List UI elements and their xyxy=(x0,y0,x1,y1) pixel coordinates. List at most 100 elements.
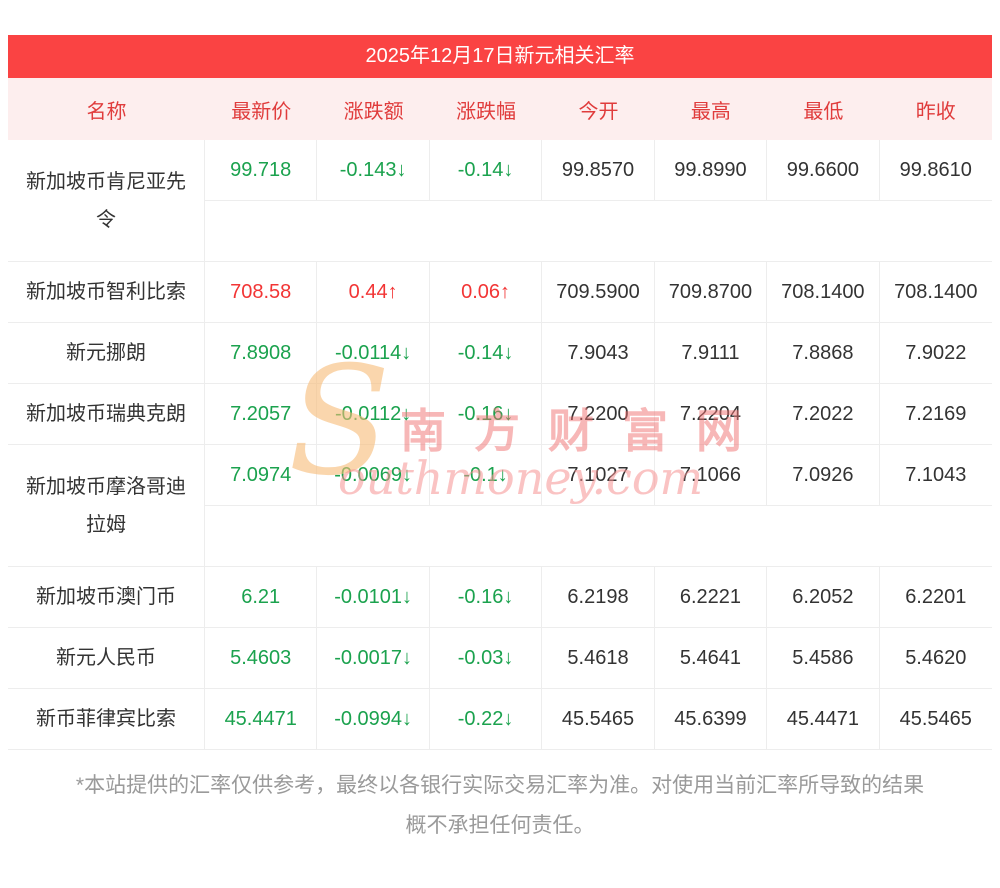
name-cell: 新加坡币澳门币 xyxy=(8,567,205,628)
low-cell: 5.4586 xyxy=(767,628,880,689)
name-cell: 新加坡币瑞典克朗 xyxy=(8,384,205,445)
table-row: 新元挪朗 7.8908 -0.0114↓ -0.14↓ 7.9043 7.911… xyxy=(8,323,992,384)
empty-cell xyxy=(317,201,430,262)
change-amount-cell: -0.0069↓ xyxy=(317,445,430,506)
empty-cell xyxy=(879,506,992,567)
table-row: 新加坡币瑞典克朗 7.2057 -0.0112↓ -0.16↓ 7.2200 7… xyxy=(8,384,992,445)
change-amount-cell: -0.0101↓ xyxy=(317,567,430,628)
disclaimer: *本站提供的汇率仅供参考，最终以各银行实际交易汇率为准。对使用当前汇率所导致的结… xyxy=(0,766,1000,846)
low-cell: 708.1400 xyxy=(767,262,880,323)
prev-close-cell: 5.4620 xyxy=(879,628,992,689)
table-row: 新加坡币肯尼亚先令 99.718 -0.143↓ -0.14↓ 99.8570 … xyxy=(8,140,992,262)
exchange-rate-page: 2025年12月17日新元相关汇率 名称 最新价 涨跌额 涨跌幅 今开 最高 最… xyxy=(0,35,1000,846)
empty-cell xyxy=(654,506,768,567)
change-amount-cell: -0.0994↓ xyxy=(317,689,430,750)
empty-cell xyxy=(542,506,655,567)
table-row: 新币菲律宾比索 45.4471 -0.0994↓ -0.22↓ 45.5465 … xyxy=(8,689,992,750)
high-cell: 7.2204 xyxy=(654,384,768,445)
name-cell: 新加坡币智利比索 xyxy=(8,262,205,323)
high-cell: 7.1066 xyxy=(654,445,768,506)
open-cell: 99.8570 xyxy=(542,140,655,201)
empty-cell xyxy=(205,506,318,567)
empty-cell xyxy=(654,201,768,262)
low-cell: 45.4471 xyxy=(767,689,880,750)
low-cell: 7.2022 xyxy=(767,384,880,445)
low-cell: 7.8868 xyxy=(767,323,880,384)
prev-close-cell: 708.1400 xyxy=(879,262,992,323)
latest-price-cell: 7.8908 xyxy=(205,323,318,384)
page-title: 2025年12月17日新元相关汇率 xyxy=(8,35,992,78)
latest-price-cell: 7.2057 xyxy=(205,384,318,445)
change-amount-cell: 0.44↑ xyxy=(317,262,430,323)
latest-price-cell: 45.4471 xyxy=(205,689,318,750)
name-cell: 新加坡币摩洛哥迪拉姆 xyxy=(8,445,205,567)
col-header-change-percent: 涨跌幅 xyxy=(456,100,517,123)
open-cell: 45.5465 xyxy=(542,689,655,750)
prev-close-cell: 45.5465 xyxy=(879,689,992,750)
open-cell: 7.2200 xyxy=(542,384,655,445)
latest-price-cell: 6.21 xyxy=(205,567,318,628)
col-header-prev-close: 昨收 xyxy=(915,100,956,123)
open-cell: 5.4618 xyxy=(542,628,655,689)
change-amount-cell: -0.0112↓ xyxy=(317,384,430,445)
name-cell: 新元挪朗 xyxy=(8,323,205,384)
disclaimer-line-1: *本站提供的汇率仅供参考，最终以各银行实际交易汇率为准。对使用当前汇率所导致的结… xyxy=(75,774,925,797)
table-header-row: 名称 最新价 涨跌额 涨跌幅 今开 最高 最低 昨收 xyxy=(8,78,992,140)
col-header-latest-price: 最新价 xyxy=(231,100,292,123)
latest-price-cell: 708.58 xyxy=(205,262,318,323)
open-cell: 709.5900 xyxy=(542,262,655,323)
low-cell: 99.6600 xyxy=(767,140,880,201)
name-cell: 新加坡币肯尼亚先令 xyxy=(8,140,205,262)
latest-price-cell: 7.0974 xyxy=(205,445,318,506)
col-header-high: 最高 xyxy=(690,100,731,123)
high-cell: 6.2221 xyxy=(654,567,768,628)
empty-cell xyxy=(429,506,543,567)
prev-close-cell: 7.1043 xyxy=(879,445,992,506)
open-cell: 7.9043 xyxy=(542,323,655,384)
empty-cell xyxy=(767,201,880,262)
high-cell: 99.8990 xyxy=(654,140,768,201)
change-percent-cell: -0.14↓ xyxy=(429,140,543,201)
change-amount-cell: -0.0114↓ xyxy=(317,323,430,384)
change-percent-cell: -0.14↓ xyxy=(429,323,543,384)
change-percent-cell: -0.16↓ xyxy=(429,567,543,628)
col-header-change-amount: 涨跌额 xyxy=(343,100,404,123)
low-cell: 7.0926 xyxy=(767,445,880,506)
prev-close-cell: 6.2201 xyxy=(879,567,992,628)
change-percent-cell: -0.1↓ xyxy=(429,445,543,506)
prev-close-cell: 7.9022 xyxy=(879,323,992,384)
change-percent-cell: -0.16↓ xyxy=(429,384,543,445)
col-header-open: 今开 xyxy=(578,100,619,123)
table-row: 新加坡币摩洛哥迪拉姆 7.0974 -0.0069↓ -0.1↓ 7.1027 … xyxy=(8,445,992,567)
change-amount-cell: -0.143↓ xyxy=(317,140,430,201)
high-cell: 45.6399 xyxy=(654,689,768,750)
col-header-name: 名称 xyxy=(86,100,127,123)
table-row: 新加坡币智利比索 708.58 0.44↑ 0.06↑ 709.5900 709… xyxy=(8,262,992,323)
low-cell: 6.2052 xyxy=(767,567,880,628)
latest-price-cell: 5.4603 xyxy=(205,628,318,689)
name-cell: 新币菲律宾比索 xyxy=(8,689,205,750)
change-percent-cell: -0.22↓ xyxy=(429,689,543,750)
change-percent-cell: -0.03↓ xyxy=(429,628,543,689)
name-cell: 新元人民币 xyxy=(8,628,205,689)
prev-close-cell: 7.2169 xyxy=(879,384,992,445)
table-row: 新元人民币 5.4603 -0.0017↓ -0.03↓ 5.4618 5.46… xyxy=(8,628,992,689)
disclaimer-line-2: 概不承担任何责任。 xyxy=(405,814,595,837)
high-cell: 709.8700 xyxy=(654,262,768,323)
empty-cell xyxy=(542,201,655,262)
change-percent-cell: 0.06↑ xyxy=(429,262,543,323)
col-header-low: 最低 xyxy=(803,100,844,123)
empty-cell xyxy=(205,201,318,262)
high-cell: 5.4641 xyxy=(654,628,768,689)
table-row: 新加坡币澳门币 6.21 -0.0101↓ -0.16↓ 6.2198 6.22… xyxy=(8,567,992,628)
empty-cell xyxy=(767,506,880,567)
high-cell: 7.9111 xyxy=(654,323,768,384)
prev-close-cell: 99.8610 xyxy=(879,140,992,201)
change-amount-cell: -0.0017↓ xyxy=(317,628,430,689)
empty-cell xyxy=(317,506,430,567)
empty-cell xyxy=(879,201,992,262)
rates-table: 名称 最新价 涨跌额 涨跌幅 今开 最高 最低 昨收 新加坡币肯尼亚先令 99.… xyxy=(8,78,992,750)
open-cell: 7.1027 xyxy=(542,445,655,506)
open-cell: 6.2198 xyxy=(542,567,655,628)
latest-price-cell: 99.718 xyxy=(205,140,318,201)
